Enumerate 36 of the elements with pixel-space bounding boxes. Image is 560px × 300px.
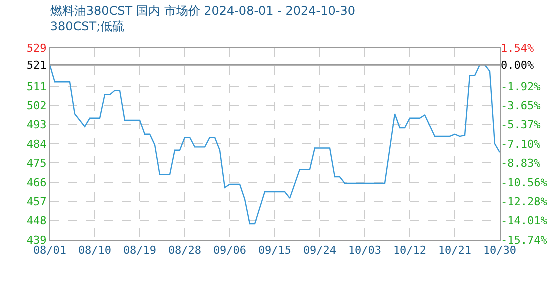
y2-tick-label: -8.83% [501, 157, 542, 170]
y-tick-label: 466 [26, 176, 47, 190]
x-tick-label: 08/10 [78, 244, 112, 258]
y2-tick-label: 0.00% [501, 58, 534, 72]
x-tick-label: 10/21 [438, 244, 472, 258]
y2-tick-label: -3.65% [501, 100, 542, 113]
x-tick-label: 10/12 [393, 244, 427, 258]
x-tick-label: 08/19 [123, 244, 157, 258]
y-tick-label: 529 [26, 42, 47, 55]
y2-tick-label: -15.74% [501, 234, 548, 247]
y2-tick-label: 1.54% [501, 42, 534, 55]
y-tick-label: 439 [26, 234, 47, 247]
x-tick-label: 08/28 [168, 244, 202, 258]
y2-tick-label: -12.28% [501, 195, 548, 208]
y-tick-label: 493 [26, 118, 47, 132]
x-tick-label: 10/03 [348, 244, 382, 258]
y2-tick-label: -5.37% [501, 118, 542, 132]
y-tick-label: 502 [26, 99, 47, 112]
y2-tick-label: -7.10% [501, 138, 542, 151]
chart-title: 燃料油380CST 国内 市场价 2024-08-01 - 2024-10-30 [50, 4, 356, 18]
y-tick-label: 511 [26, 80, 47, 94]
x-tick-label: 10/30 [483, 244, 517, 258]
y-tick-label: 475 [26, 157, 47, 170]
y-tick-label: 521 [26, 58, 47, 72]
chart-subtitle: 380CST;低硫 [50, 20, 125, 34]
y-tick-label: 457 [26, 195, 47, 208]
x-tick-label: 09/24 [303, 244, 337, 258]
x-tick-label: 09/06 [213, 244, 247, 258]
x-tick-label: 08/01 [33, 244, 67, 258]
y-tick-label: 448 [26, 214, 47, 228]
y2-tick-label: -10.56% [501, 176, 548, 190]
line-series [50, 64, 500, 225]
x-tick-label: 09/15 [258, 244, 292, 258]
y-tick-label: 484 [26, 138, 48, 151]
y2-tick-label: -1.92% [501, 80, 542, 94]
y2-tick-label: -14.01% [501, 214, 548, 228]
